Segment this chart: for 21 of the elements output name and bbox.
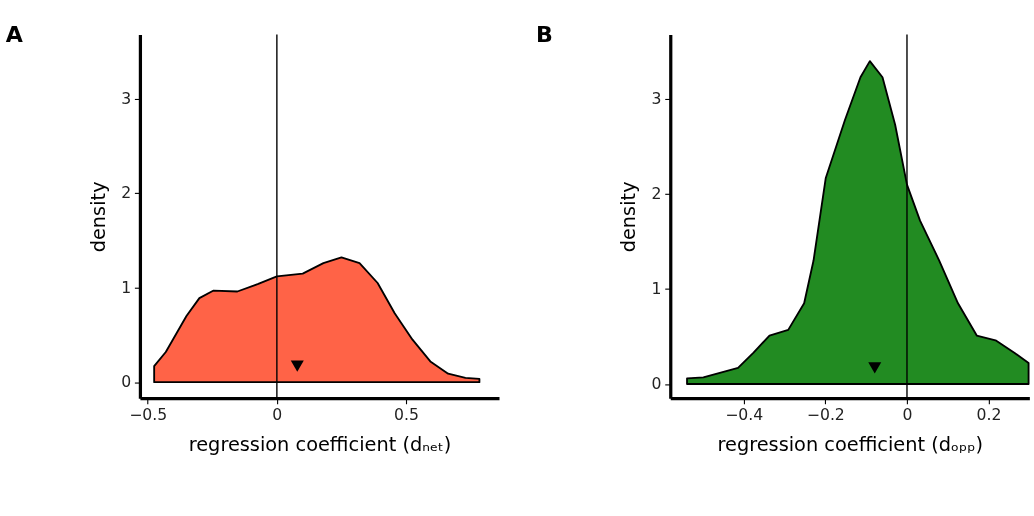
- x-tick-label: 0: [902, 404, 913, 424]
- chart-title: A: [5, 21, 23, 48]
- x-tick-label: 0.2: [976, 404, 1002, 424]
- x-tick-label: 0.5: [394, 404, 419, 424]
- x-axis-title: regression coefficient (dₒₚₚ): [717, 433, 984, 457]
- x-tick-label: −0.4: [725, 404, 764, 424]
- y-axis-title: density: [617, 181, 641, 253]
- x-tick-label: −0.2: [806, 404, 845, 424]
- y-tick-label: 2: [651, 184, 662, 204]
- y-tick-label: 0: [651, 374, 662, 394]
- x-tick-label: 0: [272, 404, 283, 424]
- chart-title: B: [536, 21, 553, 48]
- y-tick-label: 3: [651, 89, 662, 109]
- y-tick-label: 3: [121, 88, 132, 108]
- y-tick-label: 0: [121, 372, 132, 392]
- x-axis-title: regression coefficient (dₙₑₜ): [188, 433, 452, 457]
- y-axis-title: density: [86, 181, 110, 253]
- y-tick-label: 1: [651, 279, 662, 299]
- y-tick-label: 2: [121, 183, 132, 203]
- y-tick-label: 1: [121, 277, 132, 297]
- x-tick-label: −0.5: [129, 404, 168, 424]
